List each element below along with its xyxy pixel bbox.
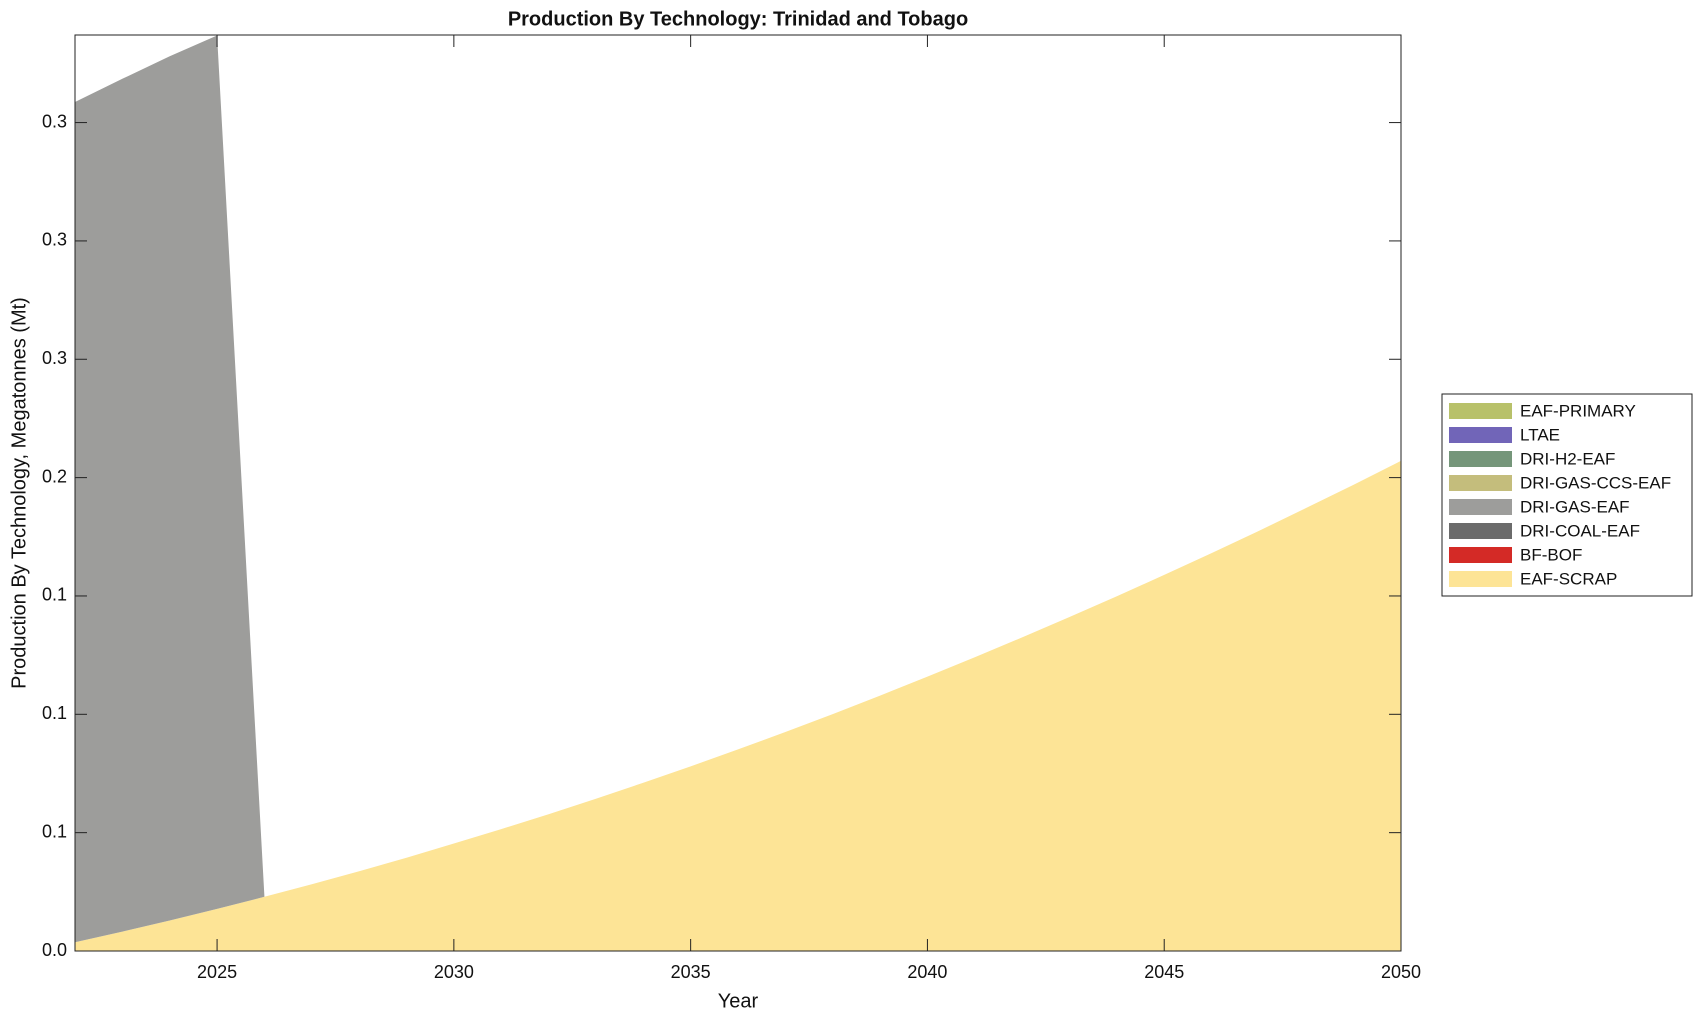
y-axis-label: Production By Technology, Megatonnes (Mt… <box>8 297 30 689</box>
x-tick-label: 2040 <box>907 962 947 982</box>
x-tick-label: 2025 <box>197 962 237 982</box>
legend-label: EAF-SCRAP <box>1520 569 1617 588</box>
y-tick-label: 0.0 <box>42 940 67 960</box>
legend-swatch <box>1449 451 1512 467</box>
y-tick-label: 0.2 <box>42 466 67 486</box>
x-tick-label: 2045 <box>1144 962 1184 982</box>
legend-label: LTAE <box>1520 425 1560 444</box>
legend-swatch <box>1449 547 1512 563</box>
x-tick-label: 2030 <box>434 962 474 982</box>
legend-label: DRI-H2-EAF <box>1520 449 1615 468</box>
legend-swatch <box>1449 571 1512 587</box>
legend-label: BF-BOF <box>1520 545 1582 564</box>
y-tick-label: 0.1 <box>42 703 67 723</box>
plot-frame <box>74 34 1402 952</box>
y-tick-label: 0.3 <box>42 230 67 250</box>
chart-title: Production By Technology: Trinidad and T… <box>508 8 968 30</box>
legend-swatch <box>1449 475 1512 491</box>
legend-box <box>1441 393 1693 597</box>
legend-label: DRI-COAL-EAF <box>1520 521 1640 540</box>
legend-label: DRI-GAS-CCS-EAF <box>1520 473 1671 492</box>
x-tick-label: 2050 <box>1381 962 1421 982</box>
legend-swatch <box>1449 403 1512 419</box>
y-tick-label: 0.1 <box>42 821 67 841</box>
legend-swatch <box>1449 427 1512 443</box>
legend-swatch <box>1449 523 1512 539</box>
legend-swatch <box>1449 499 1512 515</box>
x-tick-label: 2035 <box>671 962 711 982</box>
legend-label: EAF-PRIMARY <box>1520 401 1636 420</box>
x-axis-label: Year <box>718 990 759 1012</box>
y-tick-label: 0.1 <box>42 585 67 605</box>
y-tick-label: 0.3 <box>42 348 67 368</box>
area <box>75 35 1401 943</box>
legend-label: DRI-GAS-EAF <box>1520 497 1630 516</box>
area <box>75 460 1401 951</box>
y-tick-label: 0.3 <box>42 111 67 131</box>
